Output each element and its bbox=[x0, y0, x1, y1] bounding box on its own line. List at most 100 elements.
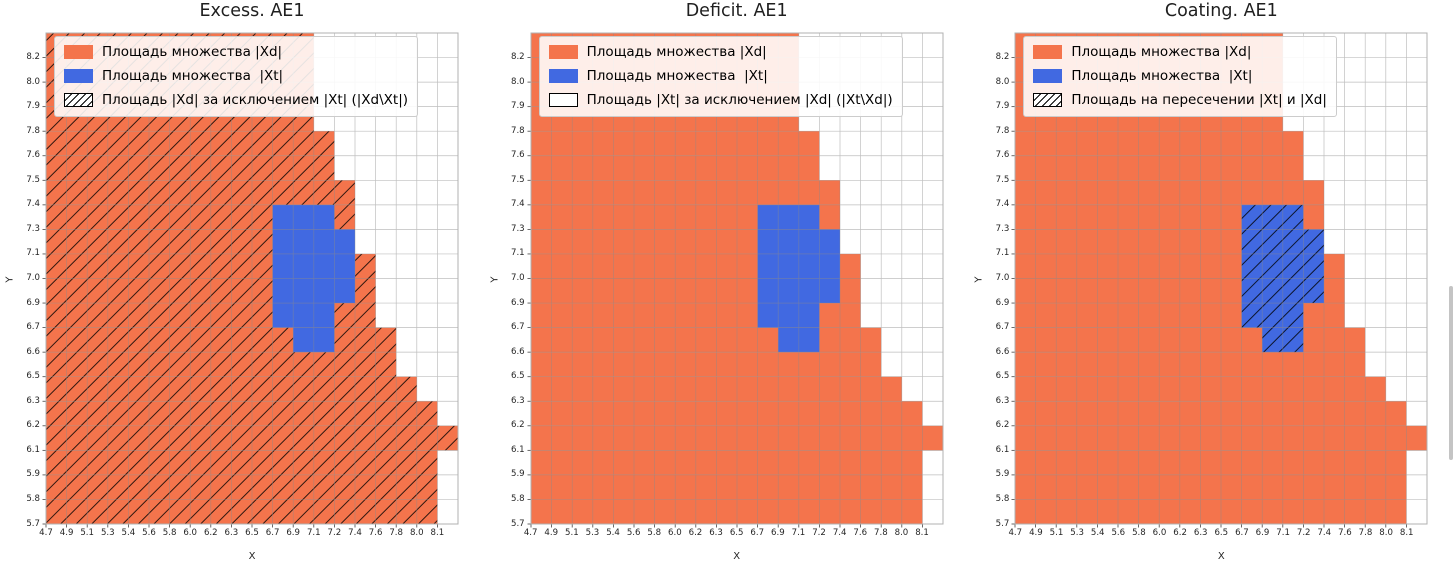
y-tick-label: 6.1 bbox=[510, 444, 525, 455]
x-tick-label: 5.3 bbox=[585, 528, 600, 538]
subplot-coating: Coating. AE1 Y 8.2 8.0 7.9 7.8 7.6 7.5 7.4 7.3 7… bbox=[969, 0, 1454, 575]
xd-region-row bbox=[530, 450, 923, 475]
xt-region-row bbox=[272, 303, 335, 328]
x-tick-label: 7.4 bbox=[832, 528, 847, 538]
x-tick-label: 6.0 bbox=[1152, 528, 1167, 538]
xd-region-row bbox=[1015, 401, 1407, 426]
y-tick-label: 7.3 bbox=[995, 223, 1010, 234]
hatch-region bbox=[1241, 303, 1304, 328]
x-tick-label: 4.7 bbox=[39, 528, 53, 538]
x-tick-label: 8.1 bbox=[430, 528, 445, 538]
x-tick-label: 6.3 bbox=[709, 528, 723, 538]
y-tick-label: 6.2 bbox=[510, 420, 525, 431]
axis-tick-marks bbox=[527, 57, 923, 528]
y-tick-label: 6.2 bbox=[26, 420, 40, 431]
x-tick-label: 5.8 bbox=[647, 528, 662, 538]
x-tick-label: 8.0 bbox=[894, 528, 909, 538]
y-tick-label: 7.6 bbox=[510, 150, 525, 161]
legend-item-xt: Площадь множества |Xt| bbox=[548, 68, 893, 85]
hatch-region bbox=[334, 204, 355, 230]
y-tick-label: 5.7 bbox=[26, 518, 40, 529]
xd-region-row bbox=[1015, 450, 1407, 475]
y-tick-label: 8.2 bbox=[995, 52, 1010, 63]
chart-title: Coating. AE1 bbox=[1164, 1, 1278, 21]
x-tick-label: 5.1 bbox=[565, 528, 579, 538]
legend-swatch-xd bbox=[548, 45, 578, 60]
x-tick-label: 7.2 bbox=[1296, 528, 1311, 538]
heatmap-canvas bbox=[527, 32, 944, 528]
legend-swatch-xd bbox=[1033, 45, 1063, 60]
x-tick-label: 5.4 bbox=[121, 528, 136, 538]
xd-region-row bbox=[530, 180, 840, 205]
x-tick-label: 6.2 bbox=[1173, 528, 1187, 538]
legend-item-setop: Площадь |Xd| за исключением |Xt| (|Xd\Xt… bbox=[64, 92, 408, 108]
y-tick-label: 7.3 bbox=[510, 223, 525, 234]
legend-swatch-setop bbox=[1033, 93, 1063, 108]
legend-item-xt: Площадь множества |Xt| bbox=[64, 68, 408, 84]
x-tick-label: 8.0 bbox=[1379, 528, 1393, 538]
axis-tick-marks bbox=[42, 57, 438, 528]
x-tick-label: 8.1 bbox=[1399, 528, 1414, 538]
y-tick-label: 6.1 bbox=[26, 444, 40, 455]
x-tick-label: 6.5 bbox=[245, 528, 259, 538]
y-tick-label: 6.3 bbox=[995, 395, 1010, 406]
x-tick-label: 8.0 bbox=[409, 528, 424, 538]
plot-area: Площадь множества |Xd| Площадь множества… bbox=[1011, 32, 1428, 528]
x-tick-label: 7.6 bbox=[853, 528, 868, 538]
x-tick-label: 6.9 bbox=[286, 528, 301, 538]
y-tick-label: 6.5 bbox=[26, 371, 40, 382]
legend-label: Площадь |Xt| за исключением |Xd| (|Xt\Xd… bbox=[586, 92, 893, 109]
x-tick-label: 7.4 bbox=[1317, 528, 1332, 538]
y-tick-label: 6.9 bbox=[510, 297, 525, 308]
legend-label: Площадь на пересечении |Xt| и |Xd| bbox=[1071, 92, 1327, 109]
legend: Площадь множества |Xd| Площадь множества… bbox=[538, 36, 903, 117]
y-tick-label: 6.9 bbox=[26, 297, 40, 308]
y-tick-label: 8.2 bbox=[510, 52, 525, 63]
y-tick-label: 7.6 bbox=[995, 150, 1010, 161]
hatch-region bbox=[1241, 204, 1304, 230]
y-tick-label: 5.8 bbox=[995, 493, 1010, 504]
legend-item-xd: Площадь множества |Xd| bbox=[1033, 44, 1327, 60]
xd-region-row bbox=[1015, 352, 1366, 377]
hatch-region bbox=[334, 327, 397, 353]
x-tick-label: 5.8 bbox=[1132, 528, 1146, 538]
y-tick-label: 7.8 bbox=[995, 125, 1010, 136]
legend-label: Площадь множества |Xt| bbox=[586, 68, 768, 85]
hatch-region bbox=[46, 180, 355, 205]
x-tick-label: 6.2 bbox=[203, 528, 218, 538]
x-tick-label: 6.3 bbox=[224, 528, 239, 538]
hatch-region bbox=[355, 253, 376, 279]
y-tick-label: 7.8 bbox=[510, 125, 525, 136]
x-tick-label: 7.6 bbox=[1338, 528, 1352, 538]
hatch-region bbox=[46, 278, 273, 304]
x-tick-label: 7.2 bbox=[812, 528, 826, 538]
x-tick-label: 7.1 bbox=[791, 528, 806, 538]
y-tick-label: 6.6 bbox=[26, 346, 40, 357]
xd-region-row bbox=[1015, 474, 1407, 500]
x-axis-label: X bbox=[733, 551, 741, 562]
y-tick-label: 6.7 bbox=[995, 322, 1010, 333]
legend-swatch-xd bbox=[64, 45, 93, 60]
y-tick-label: 7.3 bbox=[26, 223, 40, 234]
scrollbar-thumb[interactable] bbox=[1449, 286, 1453, 460]
y-tick-label: 6.2 bbox=[995, 420, 1010, 431]
xd-region-row bbox=[1015, 180, 1325, 205]
x-tick-label: 4.7 bbox=[1008, 528, 1023, 538]
x-tick-label: 6.9 bbox=[771, 528, 785, 538]
y-tick-label: 7.9 bbox=[510, 101, 525, 112]
axes-frame bbox=[530, 32, 944, 525]
x-tick-label: 7.8 bbox=[389, 528, 404, 538]
subplot-excess: Excess. AE1 Y 8.2 8.0 7.9 7.8 7.6 7.5 7.4 7.3 7.… bbox=[0, 0, 485, 575]
x-tick-label: 5.1 bbox=[80, 528, 95, 538]
y-tick-label: 6.5 bbox=[995, 371, 1010, 382]
x-tick-label: 5.6 bbox=[1111, 528, 1126, 538]
x-tick-label: 5.4 bbox=[1090, 528, 1105, 538]
hatch-region bbox=[46, 352, 397, 377]
y-tick-label: 8.0 bbox=[995, 76, 1010, 87]
xd-region-row bbox=[530, 474, 923, 500]
x-tick-label: 6.0 bbox=[183, 528, 198, 538]
axes-frame bbox=[1014, 32, 1428, 525]
x-tick-label: 6.0 bbox=[668, 528, 682, 538]
x-tick-label: 7.1 bbox=[1276, 528, 1290, 538]
